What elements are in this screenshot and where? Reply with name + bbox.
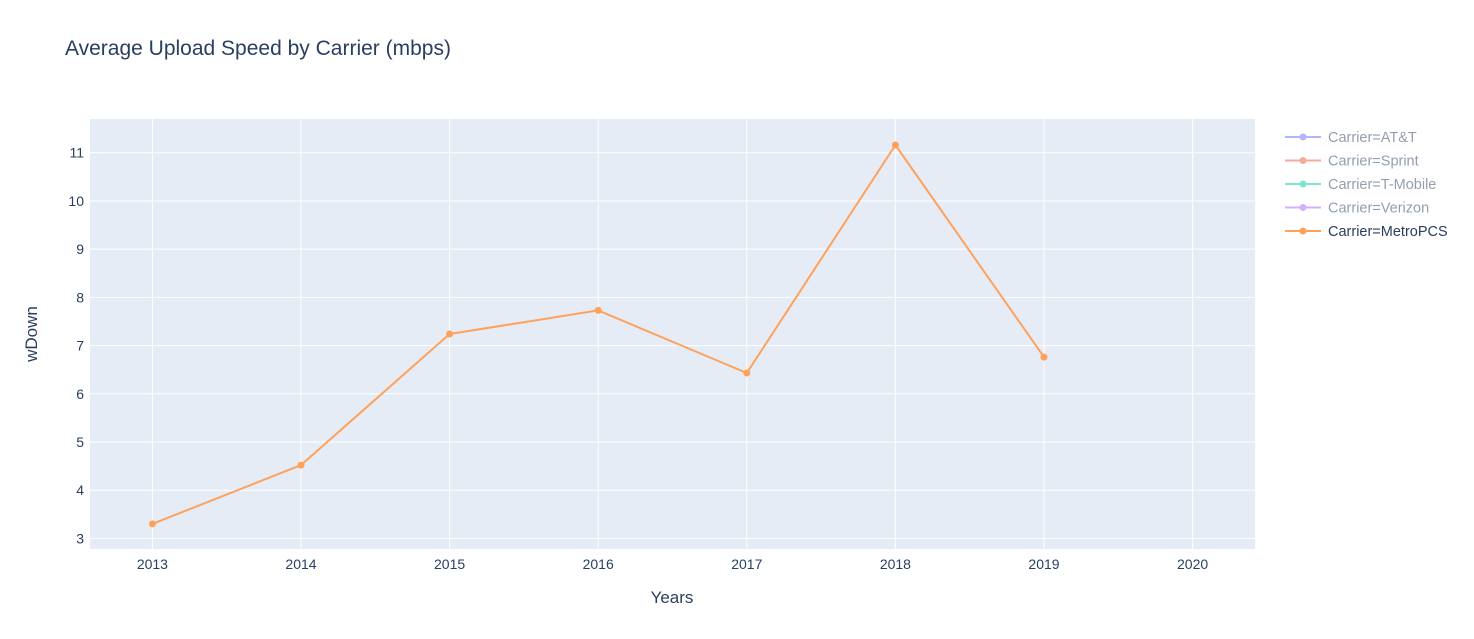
legend-item[interactable]: Carrier=AT&T (1285, 130, 1417, 146)
legend-label: Carrier=Verizon (1328, 201, 1429, 217)
legend-label: Carrier=Sprint (1328, 154, 1419, 170)
y-tick-label: 11 (69, 145, 84, 161)
plot-area (90, 119, 1255, 549)
data-point (594, 306, 602, 314)
legend-label: Carrier=T-Mobile (1328, 177, 1436, 193)
x-tick-label: 2020 (1177, 556, 1208, 572)
data-point (891, 141, 899, 149)
legend: Carrier=AT&T Carrier=Sprint Carrier=T-Mobi… (1285, 130, 1448, 240)
legend-swatch-marker (1299, 227, 1307, 235)
data-point (743, 369, 751, 377)
legend-swatch-marker (1299, 204, 1307, 211)
data-point (148, 520, 156, 528)
y-axis-title: wDown (22, 306, 41, 363)
y-tick-label: 9 (76, 241, 84, 257)
y-tick-label: 10 (68, 193, 84, 209)
y-tick-label: 3 (76, 530, 84, 546)
data-point (446, 330, 454, 338)
x-axis-title: Years (651, 588, 694, 607)
chart-title: Average Upload Speed by Carrier (mbps) (65, 37, 451, 60)
grid (90, 119, 1255, 549)
legend-swatch-marker (1299, 133, 1307, 141)
legend-item[interactable]: Carrier=T-Mobile (1285, 177, 1436, 193)
legend-swatch-marker (1299, 180, 1307, 188)
legend-item[interactable]: Carrier=Sprint (1285, 154, 1419, 170)
y-tick-label: 4 (76, 482, 84, 498)
x-tick-label: 2016 (583, 556, 614, 572)
series-layer (148, 141, 1048, 528)
legend-swatch-marker (1299, 157, 1307, 164)
x-tick-label: 2018 (880, 556, 911, 572)
legend-label: Carrier=AT&T (1328, 130, 1417, 146)
legend-label: Carrier=MetroPCS (1328, 224, 1448, 240)
y-tick-label: 6 (76, 386, 84, 402)
legend-item[interactable]: Carrier=MetroPCS (1285, 224, 1448, 240)
x-tick-label: 2013 (137, 556, 168, 572)
tick-labels: 2013 2014 2015 2016 2017 2018 2019 2020 3 4 5 6 7 8 9 1… (68, 145, 1208, 572)
data-point (297, 461, 305, 469)
legend-item[interactable]: Carrier=Verizon (1285, 201, 1429, 217)
data-point (1040, 353, 1048, 361)
y-tick-label: 5 (76, 434, 84, 450)
x-tick-label: 2015 (434, 556, 465, 572)
x-tick-label: 2017 (731, 556, 762, 572)
y-tick-label: 7 (76, 338, 84, 354)
y-tick-label: 8 (76, 289, 84, 305)
x-tick-label: 2019 (1028, 556, 1059, 572)
x-tick-label: 2014 (285, 556, 316, 572)
